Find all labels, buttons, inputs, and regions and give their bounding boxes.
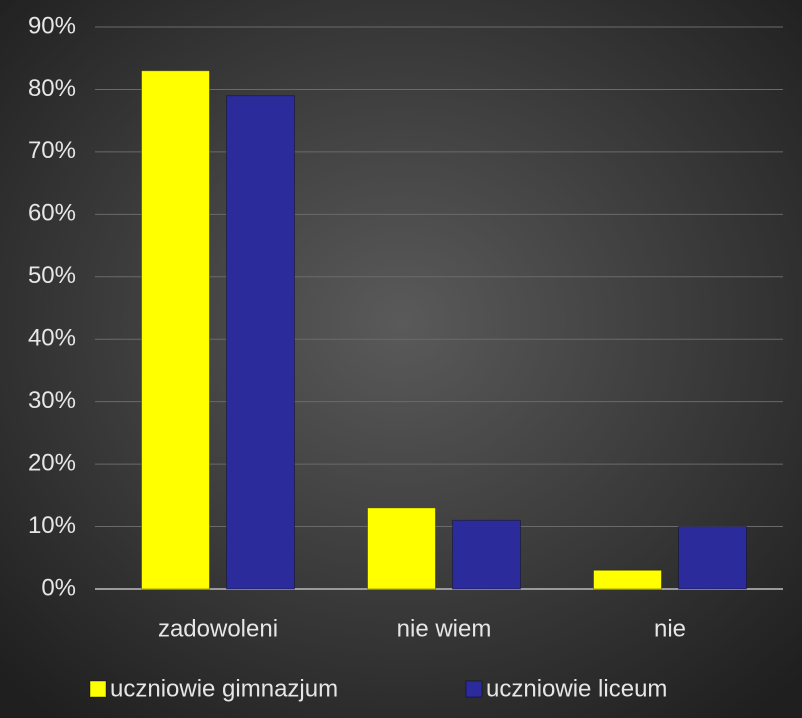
x-tick-label: nie [654,615,686,642]
bar [367,507,436,590]
x-tick-label: zadowoleni [158,615,278,642]
bar [452,519,521,590]
legend-swatch [465,680,483,698]
y-tick-label: 50% [28,262,76,289]
y-tick-label: 10% [28,512,76,539]
legend-swatch [89,680,107,698]
y-tick-label: 30% [28,387,76,414]
legend-label: uczniowie liceum [486,675,667,702]
y-tick-label: 90% [28,12,76,39]
y-tick-label: 70% [28,137,76,164]
legend-label: uczniowie gimnazjum [110,675,338,702]
x-tick-label: nie wiem [397,615,492,642]
y-tick-label: 20% [28,449,76,476]
bar [593,569,662,590]
y-tick-label: 0% [41,574,76,601]
y-tick-label: 60% [28,200,76,227]
bar [141,70,210,590]
y-tick-label: 40% [28,325,76,352]
bar [678,526,747,590]
y-tick-label: 80% [28,75,76,102]
bar [226,95,295,590]
